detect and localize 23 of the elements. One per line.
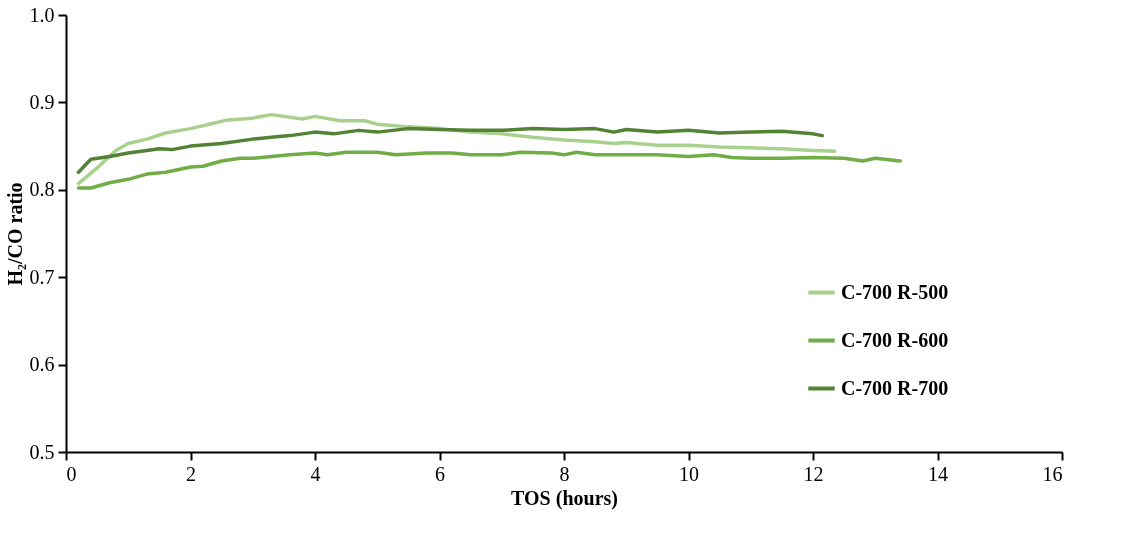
y-tick-label: 0.6 [29, 353, 55, 376]
x-tick-label: 14 [928, 462, 948, 485]
x-tick-label: 2 [186, 462, 196, 485]
legend-label: C-700 R-700 [841, 376, 949, 399]
y-tick-label: 0.7 [29, 265, 55, 288]
x-tick-label: 4 [310, 462, 321, 485]
x-tick-label: 16 [1042, 462, 1063, 485]
x-tick-label: 6 [435, 462, 445, 485]
y-tick-label: 0.8 [29, 178, 55, 201]
line-series [76, 126, 825, 175]
y-tick-label: 1.0 [29, 3, 55, 26]
line-series [76, 112, 837, 186]
line-series [76, 150, 902, 190]
legend-label: C-700 R-600 [841, 328, 949, 351]
y-tick-label: 0.9 [29, 90, 55, 113]
x-axis-title: TOS (hours) [511, 486, 618, 510]
y-tick-label: 0.5 [29, 440, 55, 463]
y-axis-title: H₂/CO ratio [3, 182, 26, 286]
x-tick-label: 8 [559, 462, 570, 485]
legend-label: C-700 R-500 [841, 280, 949, 303]
x-tick-label: 12 [803, 462, 824, 485]
x-tick-label: 10 [679, 462, 699, 485]
x-tick-label: 0 [66, 462, 77, 485]
